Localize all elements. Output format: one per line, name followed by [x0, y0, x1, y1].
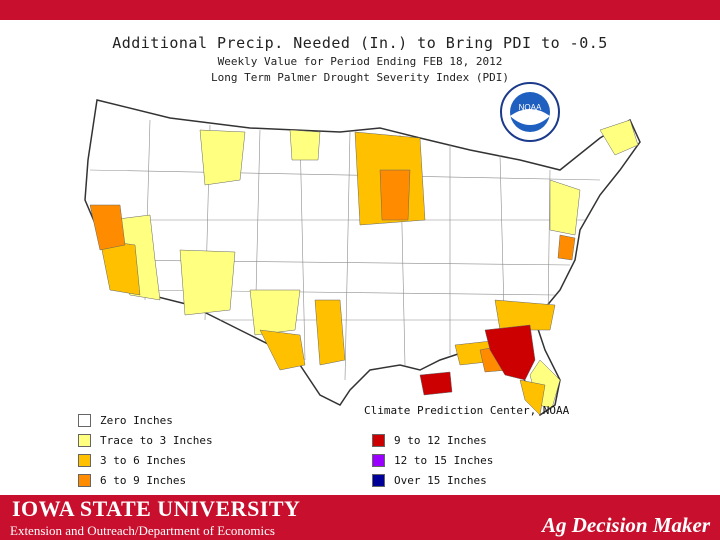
legend-swatch-6-9 — [78, 473, 91, 487]
legend-swatch-over-15 — [372, 473, 385, 487]
map-title-block: Additional Precip. Needed (In.) to Bring… — [0, 34, 720, 84]
legend-item: 6 to 9 Inches — [78, 470, 213, 490]
legend-item: 9 to 12 Inches — [372, 430, 493, 450]
footer-bar: IOWA STATE UNIVERSITY Extension and Outr… — [0, 495, 720, 540]
department-label: Extension and Outreach/Department of Eco… — [10, 523, 275, 538]
legend-item: 12 to 15 Inches — [372, 450, 493, 470]
legend-column-left: Zero Inches Trace to 3 Inches 3 to 6 Inc… — [78, 410, 213, 490]
university-wordmark: IOWA STATE UNIVERSITY — [12, 496, 301, 521]
legend-swatch-9-12 — [372, 433, 385, 447]
legend-swatch-12-15 — [372, 453, 385, 467]
map-panel: Additional Precip. Needed (In.) to Bring… — [0, 20, 720, 495]
top-brand-bar — [0, 0, 720, 20]
legend-label: Over 15 Inches — [394, 473, 487, 487]
map-title: Additional Precip. Needed (In.) to Bring… — [112, 34, 608, 52]
map-credit: Climate Prediction Center, NOAA — [364, 404, 570, 417]
legend-swatch-trace-3 — [78, 433, 91, 447]
map-subtitle-period: Weekly Value for Period Ending FEB 18, 2… — [217, 55, 503, 68]
legend-label: 12 to 15 Inches — [394, 453, 494, 467]
legend-column-right: 9 to 12 Inches 12 to 15 Inches Over 15 I… — [372, 430, 493, 490]
legend-swatch-zero — [78, 413, 91, 427]
noaa-logo: NOAA — [500, 82, 560, 142]
legend-item: Trace to 3 Inches — [78, 430, 213, 450]
legend-label: 9 to 12 Inches — [394, 433, 487, 447]
legend-label: 6 to 9 Inches — [100, 473, 187, 487]
legend-swatch-3-6 — [78, 453, 91, 467]
noaa-logo-text: NOAA — [519, 103, 542, 112]
legend-label: 3 to 6 Inches — [100, 453, 187, 467]
zone-6-to-9 — [89, 169, 576, 373]
legend-label: Trace to 3 Inches — [100, 433, 213, 447]
brand-wordmark: Ag Decision Maker — [542, 513, 710, 537]
legend-item: Zero Inches — [78, 410, 213, 430]
zone-9-to-12 — [419, 324, 536, 396]
legend-item: Over 15 Inches — [372, 470, 493, 490]
us-drought-map — [84, 99, 641, 417]
legend-item: 3 to 6 Inches — [78, 450, 213, 470]
map-subtitle-index: Long Term Palmer Drought Severity Index … — [210, 71, 509, 84]
legend-label: Zero Inches — [100, 413, 173, 427]
